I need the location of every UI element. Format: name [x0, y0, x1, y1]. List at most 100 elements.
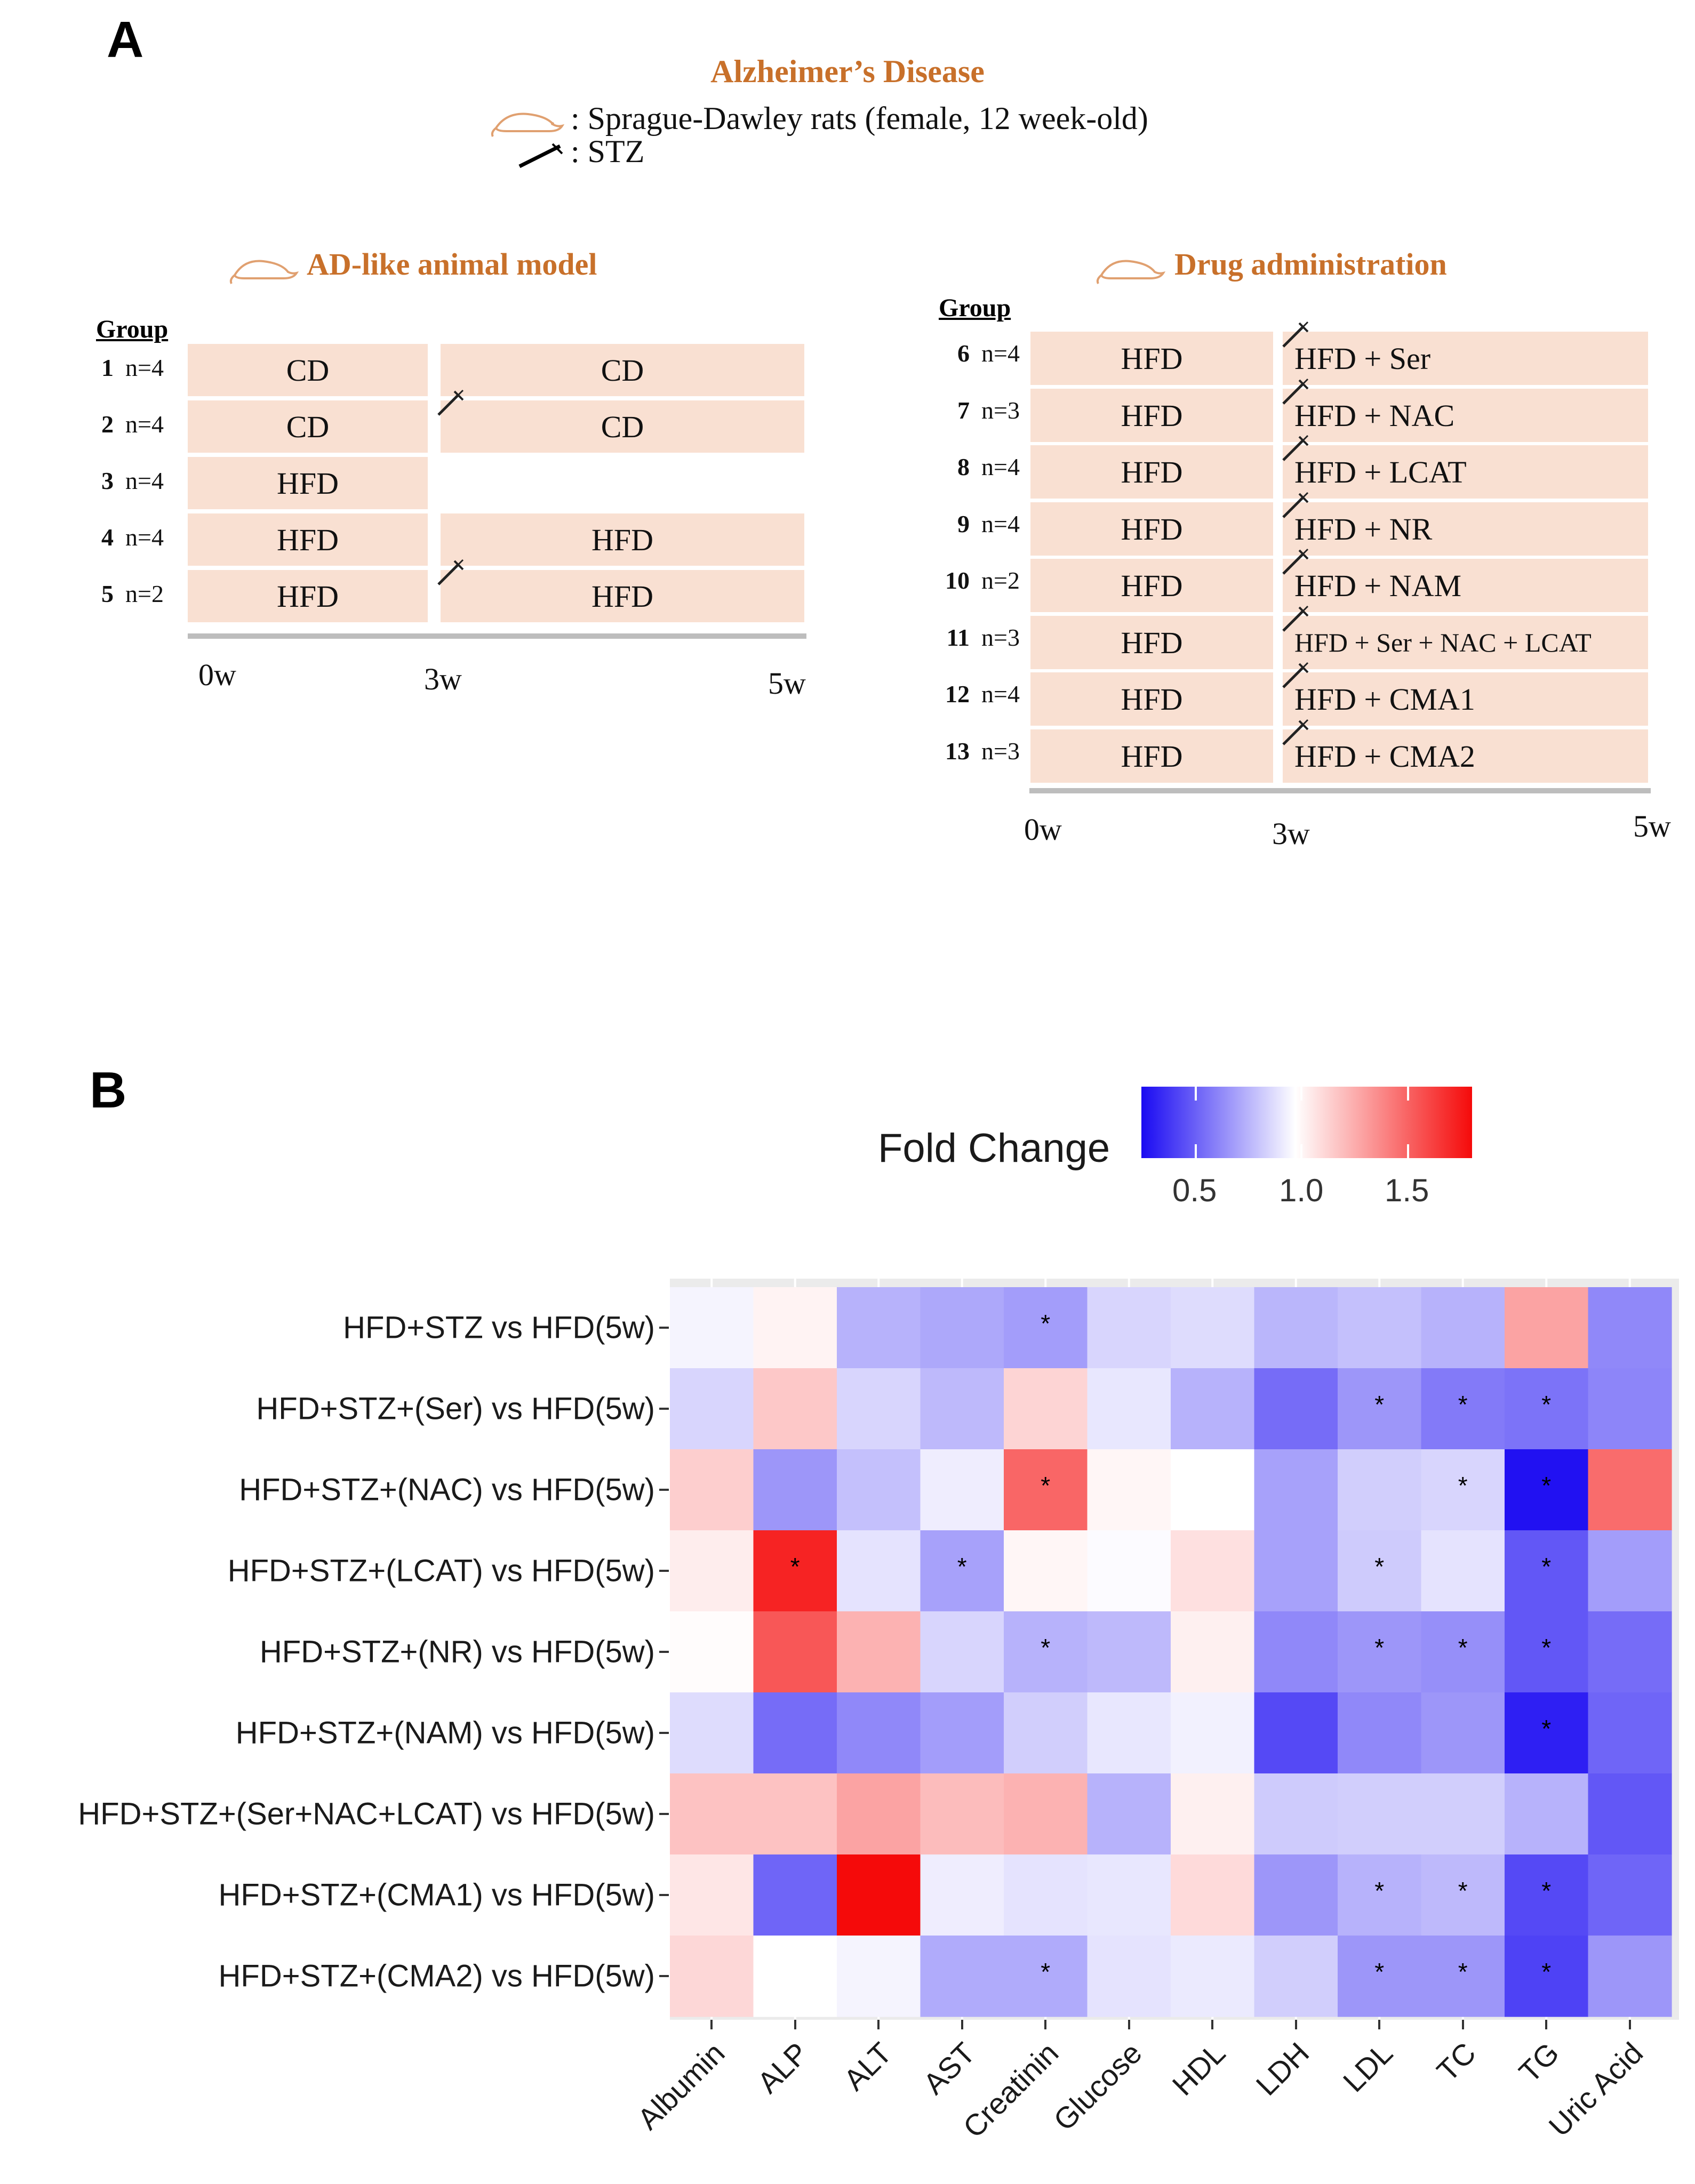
treatment-bar-3-5w: HFD + Ser	[1283, 332, 1648, 385]
heatmap-cell	[837, 1773, 921, 1855]
col-tick	[794, 2020, 796, 2029]
treatment-bar-3-5w: HFD + Ser + NAC + LCAT	[1283, 616, 1648, 669]
heatmap-cell	[1254, 1530, 1338, 1612]
group-n: n=3	[981, 397, 1020, 424]
right-tick-0w: 0w	[1024, 812, 1062, 847]
heatmap-cell	[1004, 1368, 1088, 1450]
heatmap-cell	[670, 1449, 754, 1531]
heatmap-cell	[1254, 1936, 1338, 2017]
heatmap-cell	[920, 1936, 1004, 2017]
group-label: 7 n=3	[957, 396, 1020, 424]
heatmap-cell	[920, 1287, 1004, 1369]
heatmap-cell	[1004, 1530, 1088, 1612]
heatmap-cell	[920, 1773, 1004, 1855]
heatmap-cell	[1588, 1611, 1672, 1693]
col-tick	[1128, 2020, 1130, 2029]
col-tick	[1628, 2020, 1631, 2029]
row-label: HFD+STZ+(CMA2) vs HFD(5w)	[218, 1958, 655, 1994]
diet-bar-0-3w: HFD	[1030, 502, 1273, 556]
panel-b-letter: B	[90, 1062, 127, 1119]
diet-bar-3-5w: CD	[441, 400, 804, 453]
heatmap-cell	[1421, 1611, 1505, 1693]
row-label: HFD+STZ+(NR) vs HFD(5w)	[259, 1634, 655, 1669]
col-label: LDH	[1249, 2036, 1316, 2102]
col-label: Albumin	[630, 2036, 731, 2136]
heatmap-cell	[1505, 1773, 1589, 1855]
heatmap-cell	[1421, 1530, 1505, 1612]
stz-syringe-icon	[1280, 547, 1310, 577]
heatmap-cell	[1004, 1287, 1088, 1369]
heatmap-cell	[1588, 1692, 1672, 1774]
group-label: 3 n=4	[101, 467, 164, 495]
group-label: 5 n=2	[101, 580, 164, 608]
heatmap-cell	[1254, 1368, 1338, 1450]
heatmap-cell	[1171, 1773, 1255, 1855]
stz-syringe-icon	[435, 558, 465, 588]
heatmap-cell	[1505, 1449, 1589, 1531]
heatmap-cell	[1338, 1773, 1422, 1855]
legend-rat-text: : Sprague-Dawley rats (female, 12 week-o…	[571, 101, 1148, 136]
group-n: n=4	[125, 411, 164, 438]
heatmap-cell	[837, 1368, 921, 1450]
heatmap-cell	[670, 1692, 754, 1774]
row-tick	[659, 1894, 669, 1896]
heatmap-cell	[670, 1936, 754, 2017]
heatmap-cell	[837, 1530, 921, 1612]
group-n: n=4	[125, 354, 164, 381]
heatmap-cell	[1588, 1449, 1672, 1531]
col-label: TG	[1512, 2036, 1566, 2089]
heatmap-cell	[1338, 1530, 1422, 1612]
group-number: 1	[101, 354, 114, 381]
diet-bar-0-3w: HFD	[1030, 445, 1273, 499]
heatmap-cell	[837, 1449, 921, 1531]
stz-syringe-icon	[435, 388, 465, 418]
group-n: n=4	[981, 340, 1020, 367]
heatmap-cell	[1505, 1854, 1589, 1936]
treatment-bar-3-5w: HFD + LCAT	[1283, 445, 1648, 499]
heatmap-cell	[1505, 1530, 1589, 1612]
heatmap-cell	[1338, 1692, 1422, 1774]
heatmap-cell	[1505, 1692, 1589, 1774]
group-number: 2	[101, 411, 114, 438]
col-label: Glucose	[1047, 2036, 1149, 2138]
legend-tick-1-0: 1.0	[1279, 1173, 1324, 1208]
left-tick-3w: 3w	[424, 662, 462, 696]
group-number: 7	[957, 397, 970, 424]
col-label: LDL	[1336, 2036, 1399, 2099]
left-tick-0w: 0w	[198, 657, 236, 692]
left-rat-icon	[229, 255, 299, 285]
diet-bar-3-5w: HFD	[441, 513, 804, 566]
heatmap-cell	[1254, 1611, 1338, 1693]
group-number: 8	[957, 453, 970, 480]
heatmap-cell	[753, 1692, 837, 1774]
heatmap-cell	[837, 1936, 921, 2017]
stz-syringe-icon	[1280, 661, 1310, 690]
row-label: HFD+STZ+(NAM) vs HFD(5w)	[235, 1715, 655, 1751]
row-label: HFD+STZ+(CMA1) vs HFD(5w)	[218, 1877, 655, 1913]
diet-bar-0-3w: HFD	[1030, 729, 1273, 783]
treatment-bar-3-5w: HFD + NR	[1283, 502, 1648, 556]
diet-bar-0-3w: HFD	[188, 457, 428, 509]
heatmap-cell	[1588, 1287, 1672, 1369]
col-tick	[961, 2020, 963, 2029]
row-tick	[659, 1327, 669, 1329]
diet-bar-0-3w: HFD	[188, 570, 428, 622]
row-tick	[659, 1408, 669, 1410]
heatmap-cell	[1087, 1611, 1171, 1693]
treatment-bar-3-5w: HFD + NAM	[1283, 559, 1648, 612]
heatmap-cell	[1087, 1692, 1171, 1774]
col-tick	[710, 2020, 713, 2029]
heatmap-cell	[1087, 1449, 1171, 1531]
heatmap-cell	[1171, 1287, 1255, 1369]
heatmap-cell	[920, 1854, 1004, 1936]
group-label: 6 n=4	[957, 339, 1020, 367]
heatmap-cell	[1421, 1692, 1505, 1774]
heatmap-cell	[670, 1611, 754, 1693]
heatmap-cell	[1254, 1773, 1338, 1855]
heatmap-cell	[1421, 1936, 1505, 2017]
col-tick	[1461, 2020, 1464, 2029]
heatmap-cell	[837, 1287, 921, 1369]
group-number: 11	[946, 624, 970, 651]
heatmap-cell	[920, 1449, 1004, 1531]
col-label: Uric Acid	[1542, 2036, 1650, 2143]
